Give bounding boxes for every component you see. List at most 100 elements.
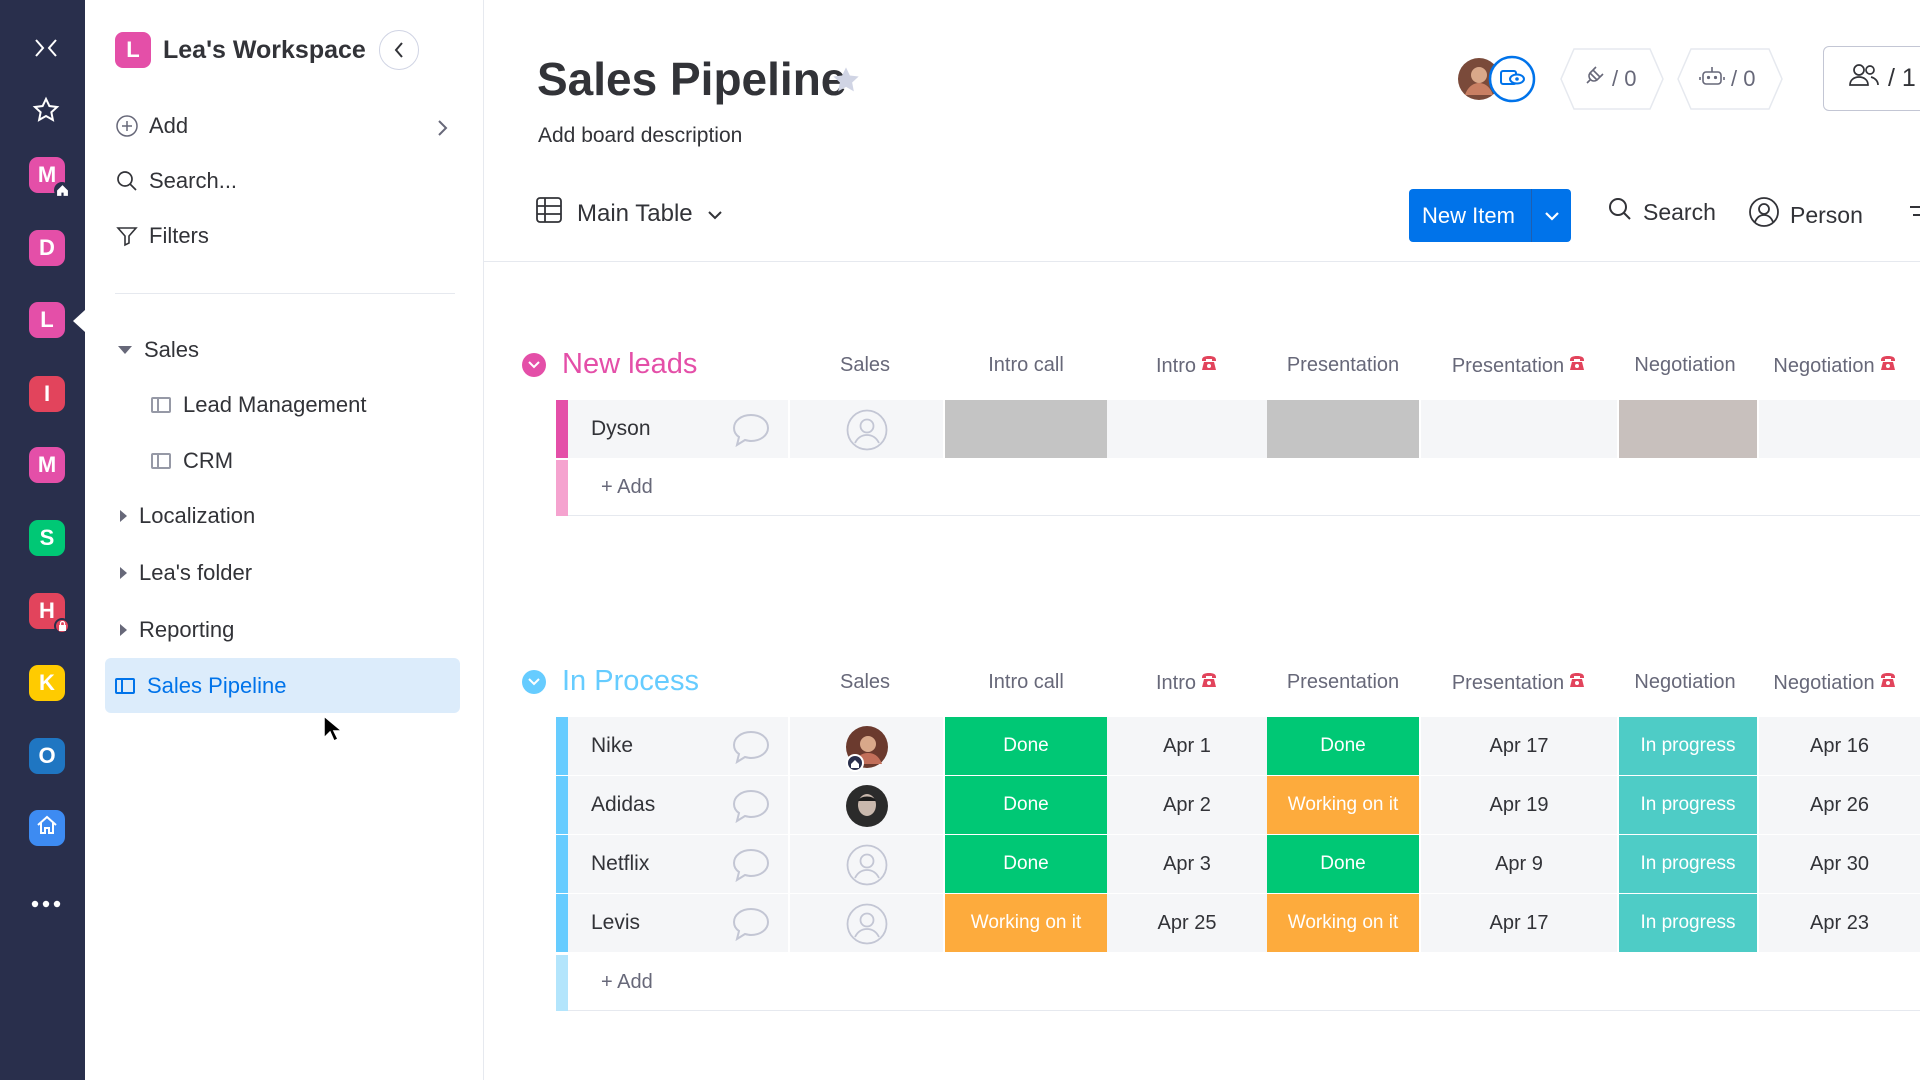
status-cell-intro-call[interactable]: Done (945, 717, 1107, 775)
column-header-negotiation-date[interactable]: Negotiation (1760, 671, 1910, 695)
date-cell-presentation[interactable]: Apr 9 (1421, 835, 1617, 893)
date-cell-negotiation[interactable]: Apr 23 (1759, 894, 1920, 952)
add-item-row-new-leads[interactable]: + Add (556, 460, 1920, 516)
column-header-presentation-date[interactable]: Presentation (1419, 671, 1619, 695)
status-cell-presentation[interactable]: Working on it (1267, 776, 1419, 834)
table-row-nike[interactable]: Nike Done Apr 1 Done Apr 17 In progress … (556, 717, 1920, 775)
workspace-tile-h-locked[interactable]: H (29, 593, 70, 634)
column-header-presentation[interactable]: Presentation (1267, 671, 1419, 694)
folder-localization[interactable]: Localization (120, 503, 255, 529)
status-cell-empty[interactable] (945, 400, 1107, 458)
group-title-in-process[interactable]: In Process (522, 665, 699, 698)
workspace-tile-o[interactable]: O (29, 738, 65, 774)
board-sales-pipeline-active[interactable]: Sales Pipeline (105, 658, 460, 713)
conversation-icon[interactable] (731, 788, 771, 829)
column-header-negotiation-date[interactable]: Negotiation (1760, 354, 1910, 378)
status-cell-negotiation[interactable]: In progress (1619, 894, 1757, 952)
column-header-intro-call[interactable]: Intro call (945, 354, 1107, 377)
table-row-dyson[interactable]: Dyson (556, 400, 1920, 458)
filter-lines-icon[interactable] (1910, 206, 1920, 208)
column-header-presentation-date[interactable]: Presentation (1419, 354, 1619, 378)
item-name[interactable]: Adidas (591, 793, 656, 816)
status-cell-intro-call[interactable]: Done (945, 835, 1107, 893)
date-cell-intro[interactable]: Apr 1 (1109, 717, 1265, 775)
item-name[interactable]: Nike (591, 734, 634, 757)
user-avatar[interactable] (846, 726, 888, 772)
empty-person-avatar[interactable] (846, 409, 888, 451)
add-item-row-in-process[interactable]: + Add (556, 955, 1920, 1011)
status-cell-empty[interactable] (1619, 400, 1757, 458)
status-cell-intro-call[interactable]: Done (945, 776, 1107, 834)
board-members-button[interactable]: / 1 (1823, 46, 1920, 111)
folder-reporting[interactable]: Reporting (120, 617, 234, 643)
person-filter-button[interactable]: Person (1748, 196, 1863, 234)
workspace-tile-s[interactable]: S (29, 520, 65, 556)
board-title[interactable]: Sales Pipeline (537, 53, 847, 105)
conversation-icon[interactable] (731, 412, 771, 453)
sidebar-filters-button[interactable]: Filters (115, 223, 209, 249)
workspace-header[interactable]: L Lea's Workspace (115, 32, 366, 68)
folder-sales[interactable]: Sales (118, 337, 199, 363)
chevron-right-icon[interactable] (437, 118, 449, 143)
status-cell-presentation[interactable]: Done (1267, 835, 1419, 893)
board-description[interactable]: Add board description (538, 124, 743, 147)
table-row-levis[interactable]: Levis Working on it Apr 25 Working on it… (556, 894, 1920, 952)
sidebar-search-button[interactable]: Search... (115, 168, 237, 194)
status-cell-presentation[interactable]: Done (1267, 717, 1419, 775)
date-cell-empty[interactable] (1421, 400, 1617, 458)
status-cell-negotiation[interactable]: In progress (1619, 776, 1757, 834)
item-name[interactable]: Netflix (591, 852, 650, 875)
date-cell-intro[interactable]: Apr 2 (1109, 776, 1265, 834)
workspace-tile-m[interactable]: M (29, 447, 65, 483)
date-cell-presentation[interactable]: Apr 17 (1421, 717, 1617, 775)
board-lead-management[interactable]: Lead Management (151, 392, 366, 418)
status-cell-negotiation[interactable]: In progress (1619, 835, 1757, 893)
folder-leas-folder[interactable]: Lea's folder (120, 560, 252, 586)
conversation-icon[interactable] (731, 847, 771, 888)
collapse-sidebar-button[interactable] (379, 30, 419, 70)
workspace-tile-k[interactable]: K (29, 665, 65, 701)
chevron-down-icon[interactable] (707, 200, 723, 228)
date-cell-negotiation[interactable]: Apr 26 (1759, 776, 1920, 834)
workspace-tile-d[interactable]: D (29, 230, 65, 266)
sidebar-add-button[interactable]: Add (115, 113, 188, 139)
new-item-dropdown-button[interactable] (1531, 189, 1571, 242)
date-cell-empty[interactable] (1109, 400, 1265, 458)
date-cell-empty[interactable] (1759, 400, 1920, 458)
favorite-star-icon[interactable] (830, 64, 862, 101)
date-cell-presentation[interactable]: Apr 17 (1421, 894, 1617, 952)
date-cell-negotiation[interactable]: Apr 16 (1759, 717, 1920, 775)
status-cell-negotiation[interactable]: In progress (1619, 717, 1757, 775)
workspace-tile-l[interactable]: L (29, 302, 65, 338)
view-tab-main-table[interactable]: Main Table (535, 196, 723, 231)
group-collapse-icon[interactable] (522, 352, 546, 377)
date-cell-negotiation[interactable]: Apr 30 (1759, 835, 1920, 893)
column-header-intro[interactable]: Intro (1107, 354, 1267, 378)
board-viewers[interactable] (1457, 55, 1537, 105)
workspace-tile-m-home[interactable]: M (29, 157, 70, 198)
column-header-sales[interactable]: Sales (815, 354, 915, 377)
status-cell-presentation[interactable]: Working on it (1267, 894, 1419, 952)
more-dots-icon[interactable] (28, 886, 64, 922)
automations-button[interactable]: / 0 (1677, 48, 1783, 110)
column-header-intro[interactable]: Intro (1107, 671, 1267, 695)
status-cell-empty[interactable] (1267, 400, 1419, 458)
status-cell-intro-call[interactable]: Working on it (945, 894, 1107, 952)
board-crm[interactable]: CRM (151, 448, 233, 474)
workspace-tile-i[interactable]: I (29, 376, 65, 412)
new-item-button[interactable]: New Item (1409, 189, 1571, 242)
conversation-icon[interactable] (731, 906, 771, 947)
column-header-presentation[interactable]: Presentation (1267, 354, 1419, 377)
table-row-adidas[interactable]: Adidas Done Apr 2 Working on it Apr 19 I… (556, 776, 1920, 834)
empty-person-avatar[interactable] (846, 903, 888, 945)
group-title-new-leads[interactable]: New leads (522, 348, 697, 381)
empty-person-avatar[interactable] (846, 844, 888, 886)
favorites-star-icon[interactable] (28, 92, 64, 128)
search-button[interactable]: Search (1607, 196, 1716, 228)
workspace-tile-home[interactable] (29, 810, 65, 846)
column-header-intro-call[interactable]: Intro call (945, 671, 1107, 694)
user-avatar[interactable] (846, 785, 888, 827)
date-cell-intro[interactable]: Apr 25 (1109, 894, 1265, 952)
column-header-negotiation[interactable]: Negotiation (1615, 671, 1755, 694)
group-collapse-icon[interactable] (522, 669, 546, 694)
